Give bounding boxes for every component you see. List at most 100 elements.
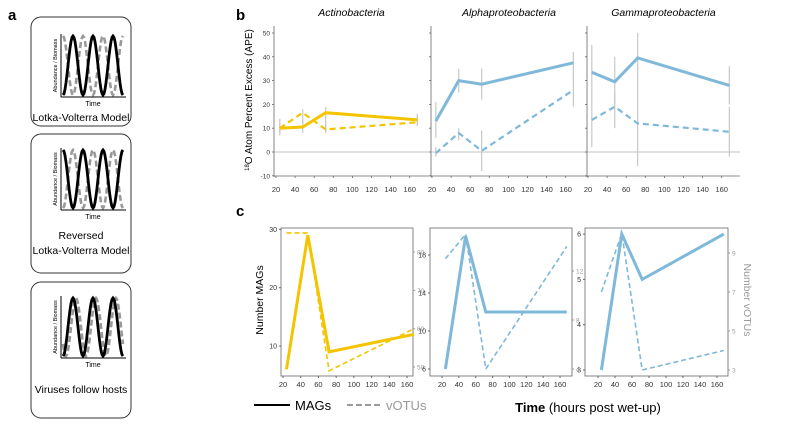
x-tick-label: 60: [310, 185, 318, 194]
y-axis-label: 18O Atom Percent Excess (APE): [244, 29, 255, 171]
x-tick-label: 120: [520, 380, 533, 389]
x-tick-label: 40: [603, 185, 611, 194]
mags-line: [287, 235, 415, 369]
x-tick-label: 120: [677, 185, 690, 194]
left-y-tick-label: 3: [577, 368, 581, 375]
x-tick-label: 60: [314, 380, 322, 389]
x-tick-label: 100: [348, 380, 361, 389]
y-tick-label: 40: [263, 54, 271, 61]
x-tick-label: 140: [383, 380, 396, 389]
votus-line: [592, 107, 730, 132]
subplot-title: Gammaproteobacteria: [611, 7, 716, 19]
model-box: Abundance / Biomass Time Lotka-Volterra Mo…: [31, 17, 131, 126]
x-tick-label: 20: [584, 185, 592, 194]
plot-frame: [430, 228, 572, 376]
left-y-tick-label: 30: [269, 227, 277, 234]
x-tick-label: 40: [297, 380, 305, 389]
model-box-border: [31, 17, 131, 126]
votus-line: [436, 90, 574, 153]
mags-line: [592, 58, 730, 85]
left-y-tick-label: 4: [577, 322, 581, 329]
x-tick-label: 160: [715, 185, 728, 194]
right-y-axis-label: Number vOTUs: [741, 264, 753, 337]
mags-line: [601, 234, 723, 370]
x-tick-label: 140: [384, 185, 397, 194]
y-tick-label: 0: [266, 150, 270, 157]
plot-frame: [281, 228, 413, 376]
model-caption: Lotka-Volterra Model: [33, 112, 130, 124]
x-tick-label: 20: [279, 380, 287, 389]
panel-label-b: b: [236, 7, 245, 24]
panel-b: 18O Atom Percent Excess (APE) Actinobacte…: [244, 7, 740, 194]
x-axis-label-rest: (hours post wet-up): [545, 400, 661, 415]
x-tick-label: 160: [403, 185, 416, 194]
x-axis-label: Time: [85, 214, 100, 221]
right-y-tick-label: 7: [732, 290, 736, 297]
x-tick-label: 40: [447, 185, 455, 194]
right-y-tick-label: 9: [732, 251, 736, 258]
x-axis-label: Time: [85, 101, 100, 108]
x-tick-label: 140: [696, 185, 709, 194]
x-tick-label: 60: [472, 380, 480, 389]
left-y-axis-label: Number MAGs: [254, 265, 266, 334]
panel-a: Abundance / Biomass Time Lotka-Volterra Mo…: [31, 17, 131, 418]
left-y-tick-label: 10: [418, 329, 426, 336]
left-y-tick-label: 18: [418, 253, 426, 260]
x-tick-label: 100: [503, 380, 516, 389]
model-caption: Lotka-Volterra Model: [33, 245, 130, 257]
subplot-title: Actinobacteria: [317, 7, 385, 19]
x-axis-label: Time: [85, 362, 100, 369]
x-tick-label: 100: [502, 185, 515, 194]
model-caption: Reversed: [59, 230, 104, 242]
subplot-title: Alphaproteobacteria: [461, 7, 556, 19]
y-tick-label: 10: [263, 126, 271, 133]
x-tick-label: 100: [658, 185, 671, 194]
x-tick-label: 20: [438, 380, 446, 389]
x-tick-label: 80: [329, 185, 337, 194]
x-tick-label: 80: [332, 380, 340, 389]
x-tick-label: 140: [540, 185, 553, 194]
right-y-tick-label: 5: [732, 329, 736, 336]
x-tick-label: 160: [554, 380, 567, 389]
x-tick-label: 20: [428, 185, 436, 194]
x-axis-label-bold: Time: [515, 400, 545, 415]
x-tick-label: 120: [365, 185, 378, 194]
x-tick-label: 120: [521, 185, 534, 194]
x-tick-label: 140: [694, 380, 707, 389]
mags-line: [436, 63, 574, 121]
x-tick-label: 80: [641, 185, 649, 194]
left-y-tick-label: 6: [577, 232, 581, 239]
panel-label-c: c: [236, 203, 244, 220]
x-tick-label: 120: [365, 380, 378, 389]
legend-label-votus: vOTUs: [386, 398, 427, 413]
mags-line: [445, 236, 566, 369]
x-tick-label: 80: [488, 380, 496, 389]
y-axis-label: Abundance / Biomass: [53, 152, 59, 206]
x-tick-label: 160: [711, 380, 724, 389]
x-tick-label: 80: [645, 380, 653, 389]
y-axis-label: Abundance / Biomass: [53, 300, 59, 354]
y-tick-label: 30: [263, 78, 271, 85]
right-y-tick-label: 12: [576, 269, 584, 276]
x-tick-label: 40: [611, 380, 619, 389]
x-axis-label: Time (hours post wet-up): [515, 400, 661, 415]
y-axis-label: Abundance / Biomass: [53, 39, 59, 93]
left-y-tick-label: 6: [422, 367, 426, 374]
x-tick-label: 160: [559, 185, 572, 194]
x-tick-label: 100: [660, 380, 673, 389]
x-tick-label: 120: [677, 380, 690, 389]
x-tick-label: 80: [485, 185, 493, 194]
panel-label-a: a: [8, 7, 17, 24]
model-box: Abundance / Biomass Time Reversed Lotka-Vol…: [31, 134, 131, 273]
x-tick-label: 60: [628, 380, 636, 389]
x-tick-label: 40: [455, 380, 463, 389]
